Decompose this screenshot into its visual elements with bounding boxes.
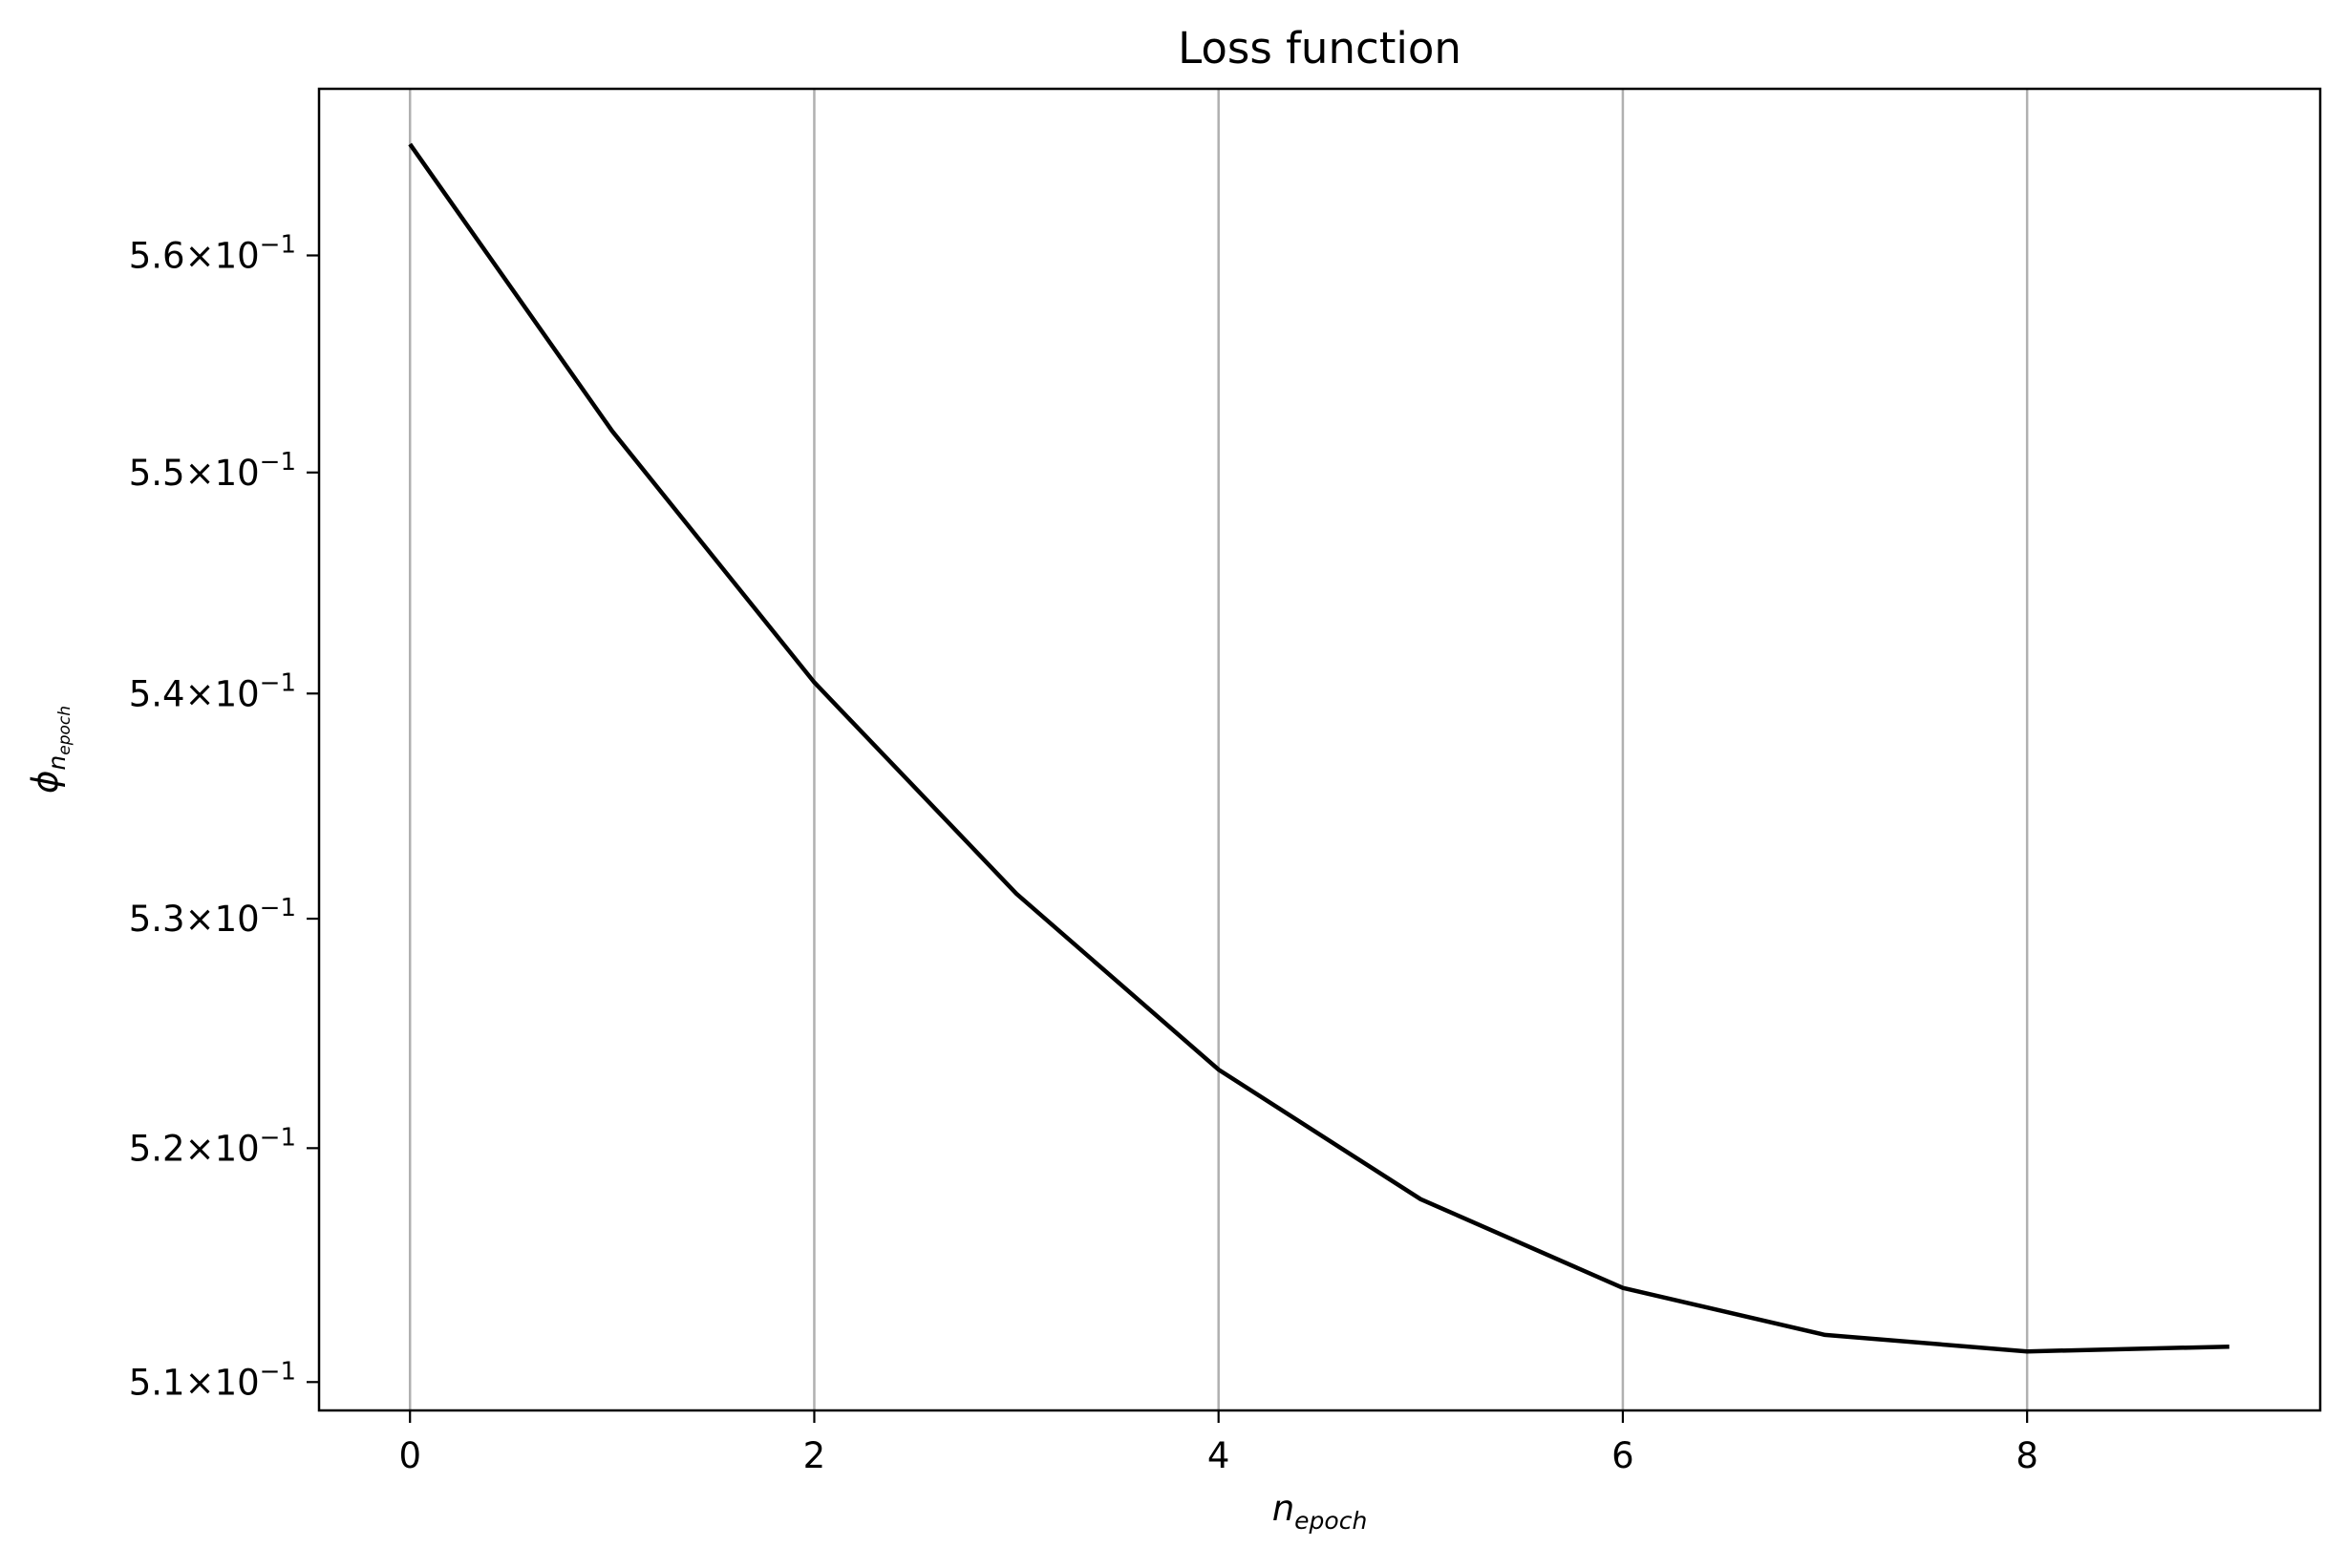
y-axis-label-subsubscript: epoch [55,706,75,755]
y-tick-base: 10 [215,453,260,494]
y-axis-label: ϕnepoch [25,706,75,794]
y-tick-label: 5.5×10−1 [129,448,296,494]
y-tick-times: × [185,1362,215,1403]
y-tick-mantissa: 5.3 [129,899,185,940]
y-tick-times: × [185,1128,215,1169]
y-tick-label: 5.4×10−1 [129,668,296,714]
y-tick-times: × [185,235,215,276]
y-tick-exponent: −1 [260,668,296,697]
y-tick-exponent: −1 [260,1357,296,1386]
y-tick-mantissa: 5.5 [129,453,185,494]
x-tick-label: 2 [803,1435,826,1476]
y-tick-label: 5.2×10−1 [129,1123,296,1169]
series-layer [408,142,2229,1354]
plot-frame [317,87,2322,1412]
y-tick-times: × [185,453,215,494]
y-tick-base: 10 [215,1128,260,1169]
x-axis-label-base: n [1272,1488,1294,1529]
y-tick-label: 5.1×10−1 [129,1357,296,1403]
y-tick-label: 5.3×10−1 [129,894,296,940]
y-tick-base: 10 [215,899,260,940]
x-axis-label-subscript: epoch [1294,1507,1367,1535]
y-tick-mantissa: 5.1 [129,1362,185,1403]
x-tick-label: 4 [1207,1435,1230,1476]
y-tick-mantissa: 5.2 [129,1128,185,1169]
y-tick-mantissa: 5.4 [129,673,185,714]
loss-series-line [408,142,2229,1354]
x-tick-label: 6 [1611,1435,1634,1476]
y-tick-times: × [185,899,215,940]
y-axis-label-subscript: n [43,755,71,771]
y-tick-label: 5.6×10−1 [129,230,296,276]
x-tick-label: 8 [2015,1435,2038,1476]
x-axis-ticks: 0 2 4 6 8 [398,1410,2038,1476]
y-tick-base: 10 [215,1362,260,1403]
y-tick-mantissa: 5.6 [129,235,185,276]
x-axis-label: nepoch [1272,1488,1368,1535]
y-axis-ticks: 5.1×10−15.2×10−15.3×10−15.4×10−15.5×10−1… [129,230,319,1403]
y-tick-base: 10 [215,235,260,276]
x-tick-label: 0 [398,1435,421,1476]
y-tick-exponent: −1 [260,894,296,922]
chart-title: Loss function [1178,23,1461,74]
y-tick-exponent: −1 [260,230,296,259]
y-tick-exponent: −1 [260,448,296,477]
y-tick-base: 10 [215,673,260,714]
y-tick-exponent: −1 [260,1123,296,1152]
grid-layer [408,89,2029,1410]
y-tick-times: × [185,673,215,714]
y-axis-label-base: ϕ [25,771,66,794]
